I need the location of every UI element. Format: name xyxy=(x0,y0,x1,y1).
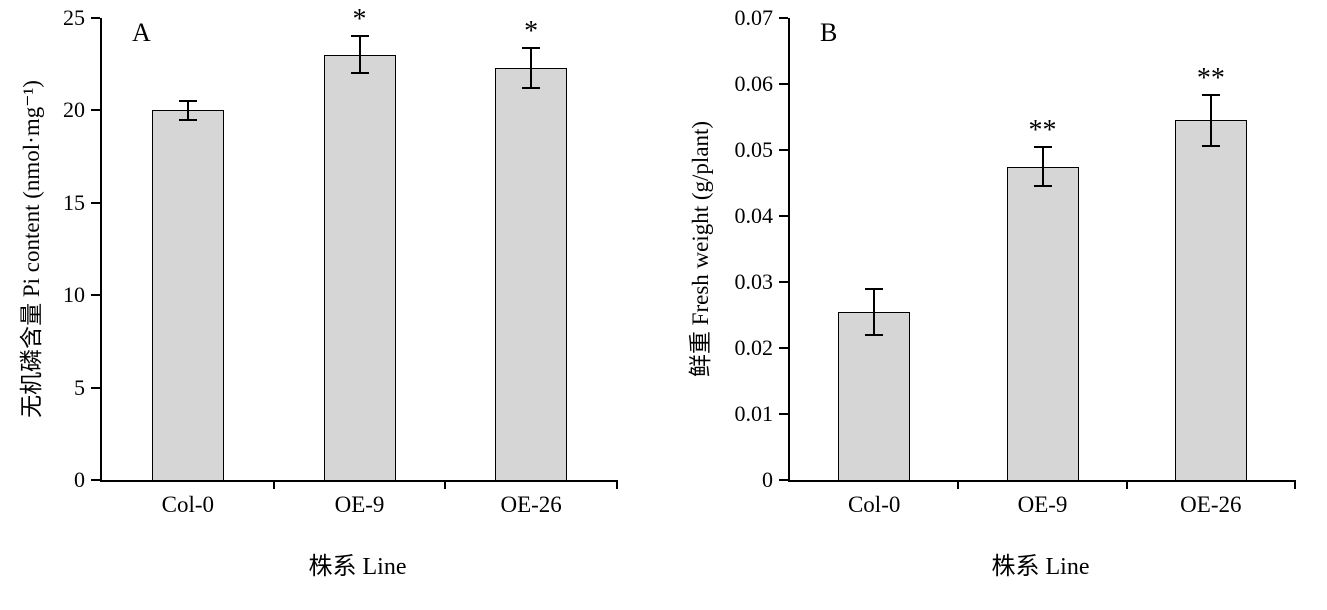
category-label: Col-0 xyxy=(847,492,901,517)
y-tick xyxy=(91,109,100,112)
y-tick xyxy=(779,149,788,151)
y-tick xyxy=(779,281,788,283)
significance-marker: * xyxy=(352,4,367,36)
error-bar xyxy=(358,36,361,74)
x-tick xyxy=(957,480,960,489)
y-tick xyxy=(91,479,100,481)
error-bar-cap xyxy=(522,87,541,90)
panel-label: B xyxy=(820,18,838,47)
y-tick-label: 0.07 xyxy=(734,5,774,30)
error-bar-cap xyxy=(522,46,541,49)
y-tick-label: 0.04 xyxy=(734,203,774,228)
category-label: OE-9 xyxy=(1017,492,1068,517)
category-label: OE-26 xyxy=(1180,492,1242,517)
y-tick xyxy=(91,17,100,19)
y-tick xyxy=(779,17,788,19)
bar xyxy=(151,110,224,480)
y-tick-label: 0.06 xyxy=(734,71,774,96)
x-axis-title: 株系 Line xyxy=(308,554,407,580)
y-axis-title: 无机磷含量 Pi content (nmol·mg⁻¹) xyxy=(19,80,44,418)
chart-panel-B: 鲜重 Fresh weight (g/plant) B 0 0.01 0.02 0.0… xyxy=(663,0,1327,610)
error-bar xyxy=(530,47,533,89)
bar xyxy=(1006,166,1079,480)
y-tick xyxy=(779,413,788,415)
x-tick xyxy=(1125,480,1128,489)
error-bar xyxy=(1209,94,1212,147)
y-tick xyxy=(91,386,100,389)
x-axis-title: 株系 Line xyxy=(991,554,1090,580)
error-bar-cap xyxy=(1201,93,1220,96)
error-bar xyxy=(1041,147,1044,186)
x-tick xyxy=(1294,480,1296,489)
y-tick-label: 0.03 xyxy=(734,269,774,294)
significance-marker: ** xyxy=(1028,115,1057,147)
error-bar-cap xyxy=(178,118,197,121)
category-label: OE-26 xyxy=(500,492,562,517)
y-tick-label: 5 xyxy=(74,374,85,400)
y-tick xyxy=(779,347,788,349)
y-tick xyxy=(779,83,788,85)
error-bar-cap xyxy=(350,35,369,38)
error-bar-cap xyxy=(178,100,197,103)
category-label: OE-9 xyxy=(334,492,385,517)
significance-marker: * xyxy=(524,15,539,47)
y-tick-label: 0 xyxy=(762,467,773,492)
y-tick-label: 0 xyxy=(74,467,85,492)
x-tick xyxy=(616,480,618,489)
y-tick-label: 20 xyxy=(63,97,85,123)
error-bar-cap xyxy=(865,287,884,290)
x-tick xyxy=(444,480,447,489)
panel-label: A xyxy=(132,18,151,47)
plot-area: A 0 5 10 15 20 25 Col-0 * OE-9 * OE-26 xyxy=(63,5,618,517)
bar xyxy=(838,311,911,480)
y-tick-label: 0.01 xyxy=(734,401,774,426)
error-bar xyxy=(186,101,189,120)
error-bar-cap xyxy=(865,333,884,336)
plot-area: B 0 0.01 0.02 0.03 0.04 0.05 0.06 0.07 Col-0 ** OE… xyxy=(735,5,1296,517)
bar xyxy=(495,67,568,480)
error-bar-cap xyxy=(350,72,369,75)
x-tick xyxy=(272,480,275,489)
y-tick-label: 25 xyxy=(63,5,85,30)
significance-marker: ** xyxy=(1196,62,1225,94)
y-tick xyxy=(91,201,100,204)
bar xyxy=(1174,120,1247,480)
chart-panel-A: 无机磷含量 Pi content (nmol·mg⁻¹) A 0 5 10 15 20 2… xyxy=(0,0,663,610)
y-tick-label: 0.02 xyxy=(734,335,774,360)
y-tick-label: 10 xyxy=(63,282,85,308)
y-tick xyxy=(779,479,788,481)
y-tick xyxy=(779,215,788,217)
y-tick-label: 15 xyxy=(63,189,85,215)
category-label: Col-0 xyxy=(161,492,215,517)
y-axis-title: 鲜重 Fresh weight (g/plant) xyxy=(688,120,713,378)
error-bar-cap xyxy=(1033,184,1052,187)
error-bar-cap xyxy=(1201,145,1220,148)
y-tick-label: 0.05 xyxy=(734,137,774,162)
error-bar xyxy=(873,288,876,335)
error-bar-cap xyxy=(1033,146,1052,149)
bar xyxy=(323,54,396,480)
y-tick xyxy=(91,294,100,297)
